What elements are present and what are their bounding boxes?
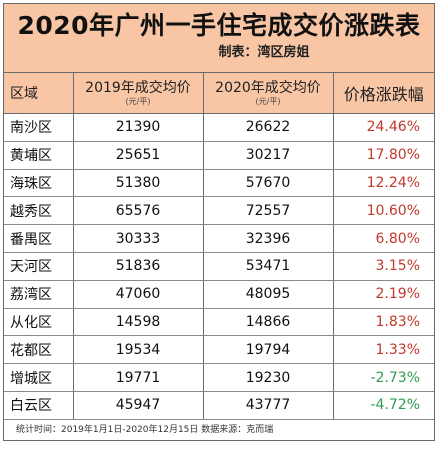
table-row: 白云区 45947 43777 -4.72% [4, 391, 434, 420]
table-title: 2020年广州一手住宅成交价涨跌表 [17, 11, 421, 40]
cell-price-2019: 25651 [73, 141, 204, 170]
cell-price-2020: 19794 [203, 335, 334, 365]
header-row: 区域 2019年成交均价 (元/平) 2020年成交均价 (元/平) 价格涨跌幅 [4, 73, 434, 114]
table-row: 荔湾区 47060 48095 2.19% [4, 280, 434, 309]
cell-price-2019: 47060 [73, 280, 204, 309]
cell-price-2019: 19771 [73, 363, 204, 392]
cell-price-2020: 57670 [203, 169, 334, 198]
cell-price-2020: 14866 [203, 308, 334, 337]
cell-change: 6.80% [333, 224, 434, 253]
table-row: 天河区 51836 53471 3.15% [4, 252, 434, 281]
header-price-2019: 2019年成交均价 (元/平) [73, 73, 204, 114]
cell-change: -4.72% [333, 391, 434, 420]
table-row: 从化区 14598 14866 1.83% [4, 308, 434, 337]
cell-change: 12.24% [333, 169, 434, 198]
cell-change: 24.46% [333, 113, 434, 142]
cell-price-2019: 14598 [73, 308, 204, 337]
cell-region: 增城区 [4, 363, 74, 392]
price-change-table-sheet: 2020年广州一手住宅成交价涨跌表 制表：湾区房姐 区域 2019年成交均价 (… [3, 3, 435, 441]
cell-price-2020: 53471 [203, 252, 334, 281]
table-row: 南沙区 21390 26622 24.46% [4, 113, 434, 142]
cell-region: 越秀区 [4, 196, 74, 226]
cell-price-2020: 32396 [203, 224, 334, 253]
cell-region: 番禺区 [4, 224, 74, 253]
cell-price-2019: 21390 [73, 113, 204, 142]
cell-price-2019: 19534 [73, 335, 204, 365]
cell-change: 17.80% [333, 141, 434, 170]
table-row: 海珠区 51380 57670 12.24% [4, 169, 434, 198]
title-block: 2020年广州一手住宅成交价涨跌表 制表：湾区房姐 [4, 4, 434, 73]
cell-region: 南沙区 [4, 113, 74, 142]
cell-change: 1.83% [333, 308, 434, 337]
cell-region: 天河区 [4, 252, 74, 281]
cell-price-2019: 51380 [73, 169, 204, 198]
cell-price-2020: 43777 [203, 391, 334, 420]
header-price-2020-unit: (元/平) [255, 97, 281, 106]
table-row: 越秀区 65576 72557 10.60% [4, 196, 434, 226]
cell-change: 1.33% [333, 335, 434, 365]
cell-price-2020: 30217 [203, 141, 334, 170]
table-row: 番禺区 30333 32396 6.80% [4, 224, 434, 253]
price-table: 区域 2019年成交均价 (元/平) 2020年成交均价 (元/平) 价格涨跌幅… [4, 73, 434, 420]
cell-price-2020: 19230 [203, 363, 334, 392]
table-row: 黄埔区 25651 30217 17.80% [4, 141, 434, 170]
table-body: 南沙区 21390 26622 24.46% 黄埔区 25651 30217 17.80% 海珠… [4, 113, 434, 420]
cell-change: -2.73% [333, 363, 434, 392]
cell-price-2019: 51836 [73, 252, 204, 281]
cell-price-2020: 48095 [203, 280, 334, 309]
cell-price-2020: 26622 [203, 113, 334, 142]
cell-price-2019: 30333 [73, 224, 204, 253]
header-price-2019-unit: (元/平) [125, 97, 151, 106]
cell-change: 2.19% [333, 280, 434, 309]
cell-change: 10.60% [333, 196, 434, 226]
header-price-2020-label: 2020年成交均价 [215, 80, 321, 96]
footer-note: 统计时间：2019年1月1日-2020年12月15日 数据来源：克而瑞 [16, 424, 274, 435]
cell-region: 花都区 [4, 335, 74, 365]
cell-change: 3.15% [333, 252, 434, 281]
cell-region: 从化区 [4, 308, 74, 337]
cell-price-2019: 65576 [73, 196, 204, 226]
cell-price-2020: 72557 [203, 196, 334, 226]
cell-region: 白云区 [4, 391, 74, 420]
cell-region: 黄埔区 [4, 141, 74, 170]
table-subtitle: 制表：湾区房姐 [218, 45, 310, 60]
table-row: 增城区 19771 19230 -2.73% [4, 363, 434, 392]
cell-region: 海珠区 [4, 169, 74, 198]
header-change: 价格涨跌幅 [333, 73, 434, 114]
header-region: 区域 [4, 73, 74, 114]
cell-price-2019: 45947 [73, 391, 204, 420]
cell-region: 荔湾区 [4, 280, 74, 309]
table-row: 花都区 19534 19794 1.33% [4, 335, 434, 365]
header-price-2020: 2020年成交均价 (元/平) [203, 73, 334, 114]
header-price-2019-label: 2019年成交均价 [85, 80, 191, 96]
